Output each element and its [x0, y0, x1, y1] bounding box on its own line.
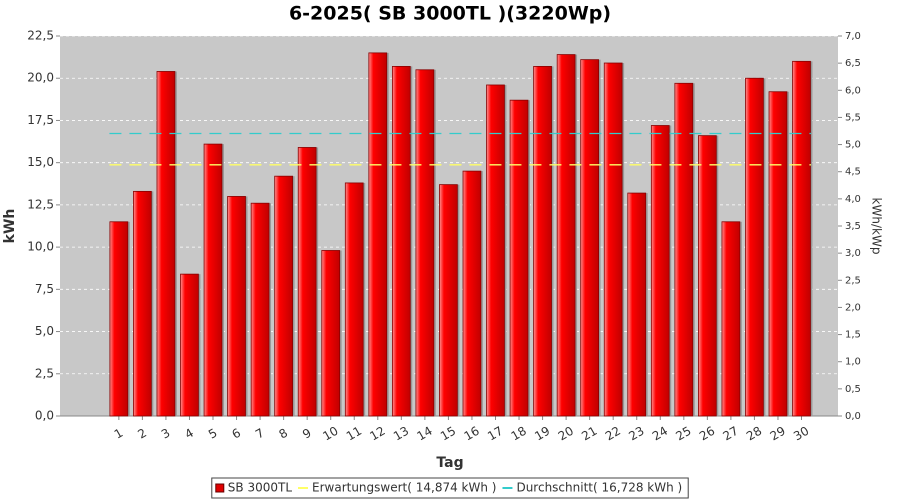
y2-tick-label: 0,5 [845, 384, 861, 395]
x-tick-label: 12 [367, 424, 387, 444]
y-tick-label: 17,5 [27, 113, 54, 127]
bar [650, 125, 670, 417]
x-tick-label: 13 [391, 424, 411, 444]
bar [250, 202, 270, 417]
y2-tick-label: 2,0 [845, 302, 861, 313]
bar [321, 250, 341, 417]
bar [674, 82, 694, 417]
legend-label: Erwartungswert( 14,874 kWh ) [312, 481, 496, 495]
x-tick-label: 17 [485, 424, 505, 444]
x-tick-label: 10 [320, 424, 340, 444]
x-tick-label: 26 [697, 424, 717, 444]
bar [745, 77, 764, 417]
bar [109, 221, 129, 417]
bar [698, 135, 717, 417]
bar [721, 221, 741, 417]
legend [211, 477, 689, 499]
y-tick-label: 7,5 [35, 282, 54, 296]
y-tick-label: 10,0 [27, 240, 54, 254]
legend-label: SB 3000TL [228, 481, 293, 495]
bar [274, 175, 293, 417]
bar [203, 143, 223, 417]
x-tick-label: 14 [415, 424, 435, 444]
y2-tick-label: 1,5 [845, 330, 861, 341]
y2-tick-label: 7,0 [845, 31, 861, 42]
x-tick-label: 23 [626, 424, 646, 444]
y2-tick-label: 5,5 [845, 112, 861, 123]
legend-swatch [215, 483, 225, 493]
x-tick-label: 24 [650, 424, 670, 444]
bar [133, 190, 152, 417]
x-tick-label: 21 [579, 424, 599, 444]
bar [603, 62, 623, 417]
bar [768, 91, 788, 417]
bar [439, 184, 458, 417]
bar [180, 273, 199, 417]
bar [486, 84, 505, 417]
bar [368, 52, 388, 417]
x-tick-label: 25 [673, 424, 693, 444]
y-tick-label: 20,0 [27, 71, 54, 85]
x-axis-label: Tag [436, 455, 463, 471]
bar [415, 69, 435, 417]
bar [580, 59, 599, 417]
x-tick-label: 22 [603, 424, 623, 444]
x-tick-label: 18 [509, 424, 529, 444]
bar [792, 60, 811, 417]
y2-tick-label: 6,5 [845, 58, 861, 69]
y2-tick-label: 0,0 [845, 411, 861, 422]
y-axis-label: kWh [2, 209, 18, 244]
bar [156, 71, 176, 417]
y-tick-label: 12,5 [27, 197, 54, 211]
bar [297, 147, 317, 417]
x-tick-label: 28 [744, 424, 764, 444]
bar [509, 99, 529, 417]
y-tick-label: 2,5 [35, 366, 54, 380]
x-tick-label: 29 [768, 424, 788, 444]
x-tick-label: 27 [721, 424, 741, 444]
bar [556, 54, 576, 417]
legend-label: Durchschnitt( 16,728 kWh ) [516, 481, 682, 495]
y2-tick-label: 1,0 [845, 357, 861, 368]
y-tick-label: 5,0 [35, 324, 54, 338]
bar [227, 196, 246, 417]
chart-title: 6-2025( SB 3000TL )(3220Wp) [289, 3, 611, 25]
y2-tick-label: 2,5 [845, 275, 861, 286]
x-tick-label: 16 [462, 424, 482, 444]
bar [344, 182, 364, 417]
y2-tick-label: 3,0 [845, 248, 861, 259]
y2-axis-label: kWh/kWp [870, 198, 884, 255]
x-tick-label: 11 [344, 424, 364, 444]
y2-tick-label: 4,5 [845, 167, 861, 178]
y2-tick-label: 4,0 [845, 194, 861, 205]
x-tick-label: 15 [438, 424, 458, 444]
y-tick-label: 22,5 [27, 29, 54, 43]
y2-tick-label: 3,5 [845, 221, 861, 232]
y-tick-label: 0,0 [35, 409, 54, 423]
bar [391, 66, 411, 417]
bar [533, 66, 552, 417]
x-tick-label: 19 [532, 424, 552, 444]
x-tick-label: 30 [791, 424, 811, 444]
y-tick-label: 15,0 [27, 155, 54, 169]
x-tick-label: 20 [556, 424, 576, 444]
y2-tick-label: 5,0 [845, 140, 861, 151]
bar [627, 192, 647, 417]
bar [462, 170, 482, 417]
y2-tick-label: 6,0 [845, 85, 861, 96]
